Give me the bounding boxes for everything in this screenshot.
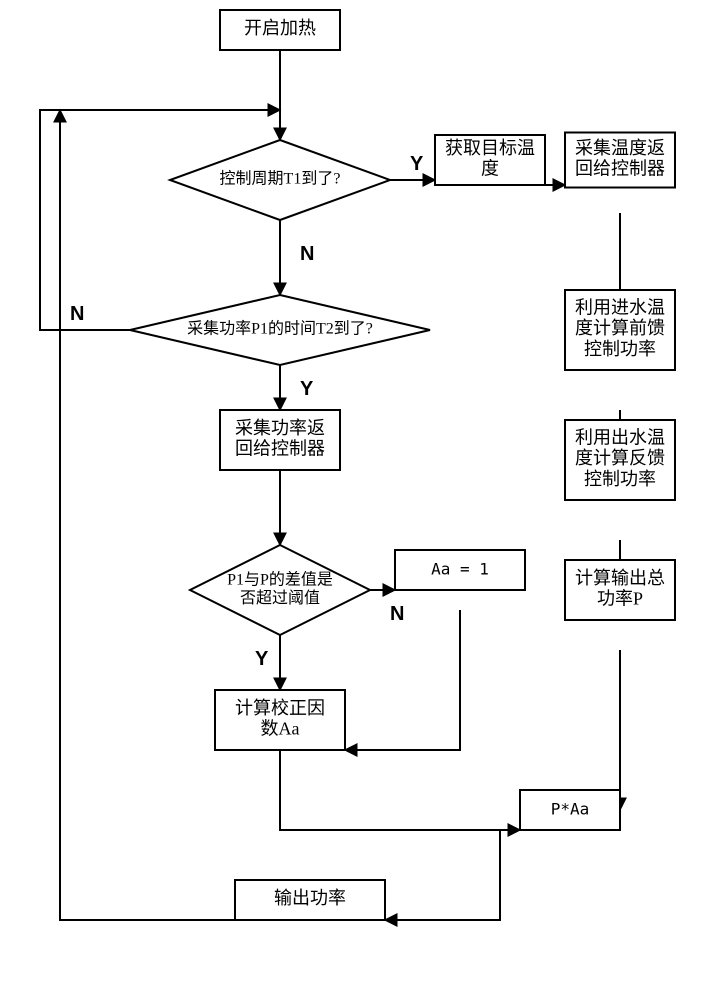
svg-text:Aa = 1: Aa = 1	[431, 560, 489, 579]
node-fb: 利用出水温度计算反馈控制功率	[565, 420, 675, 500]
node-calcP: 计算输出总功率P	[565, 560, 675, 620]
svg-text:度计算前馈: 度计算前馈	[575, 318, 665, 338]
node-paa: P*Aa	[520, 790, 620, 830]
node-collectT: 采集温度返回给控制器	[565, 133, 675, 188]
edge	[385, 830, 570, 920]
svg-text:控制功率: 控制功率	[584, 339, 656, 359]
node-d3: P1与P的差值是否超过阈值	[190, 545, 370, 635]
svg-text:采集功率P1的时间T2到了?: 采集功率P1的时间T2到了?	[187, 320, 373, 338]
edge-label: Y	[300, 378, 314, 400]
svg-text:回给控制器: 回给控制器	[575, 158, 665, 178]
node-start: 开启加热	[220, 10, 340, 50]
edge-label: Y	[255, 648, 269, 670]
svg-text:计算输出总: 计算输出总	[575, 568, 665, 588]
svg-text:利用进水温: 利用进水温	[575, 297, 665, 317]
svg-text:控制功率: 控制功率	[584, 469, 656, 489]
edge-label: Y	[410, 153, 424, 175]
svg-text:度计算反馈: 度计算反馈	[575, 448, 665, 468]
nodes-layer: 开启加热控制周期T1到了?采集功率P1的时间T2到了?采集功率返回给控制器P1与…	[130, 10, 675, 920]
node-d1: 控制周期T1到了?	[170, 140, 390, 220]
svg-text:采集温度返: 采集温度返	[575, 138, 665, 158]
svg-text:数Aa: 数Aa	[261, 718, 300, 738]
node-collectP: 采集功率返回给控制器	[220, 410, 340, 470]
svg-text:采集功率返: 采集功率返	[235, 418, 325, 438]
node-getT: 获取目标温度	[435, 135, 545, 185]
node-out: 输出功率	[235, 880, 385, 920]
node-aa1: Aa = 1	[395, 550, 525, 590]
svg-text:P*Aa: P*Aa	[551, 800, 590, 819]
edge-label: N	[300, 243, 314, 265]
node-calcAa: 计算校正因数Aa	[215, 690, 345, 750]
svg-text:控制周期T1到了?: 控制周期T1到了?	[220, 170, 341, 188]
edge	[345, 610, 460, 750]
edge	[40, 110, 280, 330]
edge-label: N	[390, 603, 404, 625]
svg-text:获取目标温: 获取目标温	[445, 138, 535, 158]
edge	[60, 110, 235, 920]
node-d2: 采集功率P1的时间T2到了?	[130, 295, 430, 365]
node-ff: 利用进水温度计算前馈控制功率	[565, 290, 675, 370]
svg-text:功率P: 功率P	[597, 588, 643, 608]
svg-text:输出功率: 输出功率	[274, 888, 346, 908]
svg-text:开启加热: 开启加热	[244, 18, 316, 38]
svg-text:回给控制器: 回给控制器	[235, 438, 325, 458]
svg-text:计算校正因: 计算校正因	[235, 698, 325, 718]
svg-text:P1与P的差值是: P1与P的差值是	[227, 570, 333, 588]
svg-text:利用出水温: 利用出水温	[575, 427, 665, 447]
svg-text:度: 度	[481, 158, 499, 178]
edge-label: N	[70, 303, 84, 325]
edge	[280, 750, 520, 830]
svg-text:否超过阈值: 否超过阈值	[240, 589, 320, 607]
